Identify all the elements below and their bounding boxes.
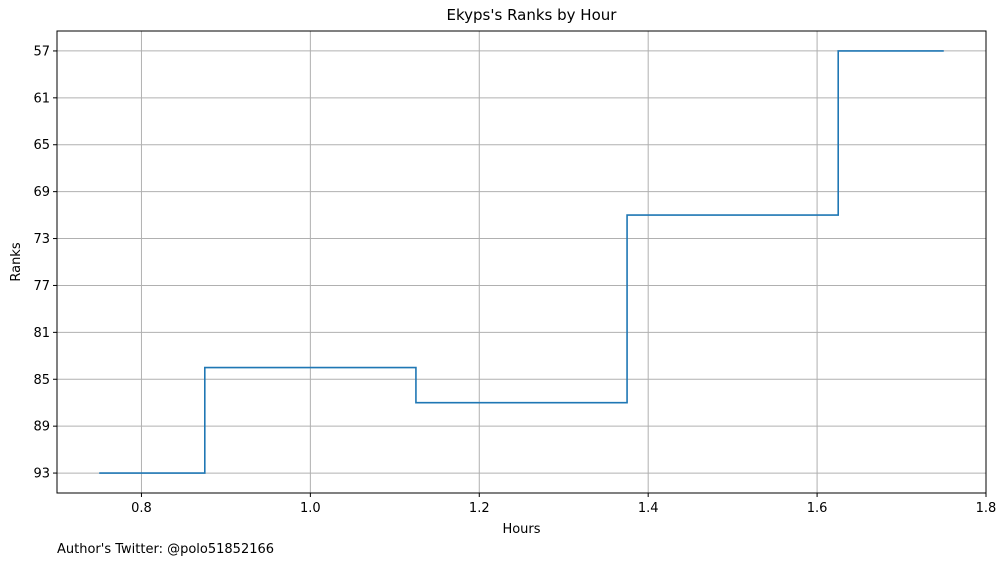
series-line: [99, 50, 944, 474]
y-tick-label: 81: [33, 326, 50, 341]
x-axis-label: Hours: [502, 522, 540, 537]
y-axis-label: Ranks: [9, 242, 24, 281]
y-tick-label: 73: [33, 232, 50, 247]
y-tick-label: 69: [33, 185, 50, 200]
y-axis-ticks: 57 61 65 69 73 77 81 85 89 93: [33, 44, 57, 482]
y-tick-label: 93: [33, 467, 50, 482]
x-tick-label: 1.2: [469, 501, 490, 516]
x-tick-label: 0.8: [131, 501, 152, 516]
x-tick-label: 1.8: [976, 501, 997, 516]
grid: [57, 31, 986, 493]
plot-frame: [56, 30, 987, 494]
x-tick-label: 1.4: [638, 501, 659, 516]
y-tick-label: 61: [33, 91, 50, 106]
y-tick-label: 65: [33, 138, 50, 153]
series: [99, 50, 944, 474]
x-tick-label: 1.0: [300, 501, 321, 516]
author-credit: Author's Twitter: @polo51852166: [57, 542, 274, 557]
x-axis-ticks: 0.8 1.0 1.2 1.4 1.6 1.8: [131, 493, 996, 516]
y-tick-label: 89: [33, 420, 50, 435]
y-tick-label: 77: [33, 279, 50, 294]
y-tick-label: 57: [33, 44, 50, 59]
x-tick-label: 1.6: [807, 501, 828, 516]
y-tick-label: 85: [33, 373, 50, 388]
chart-title: Ekyps's Ranks by Hour: [447, 6, 618, 24]
